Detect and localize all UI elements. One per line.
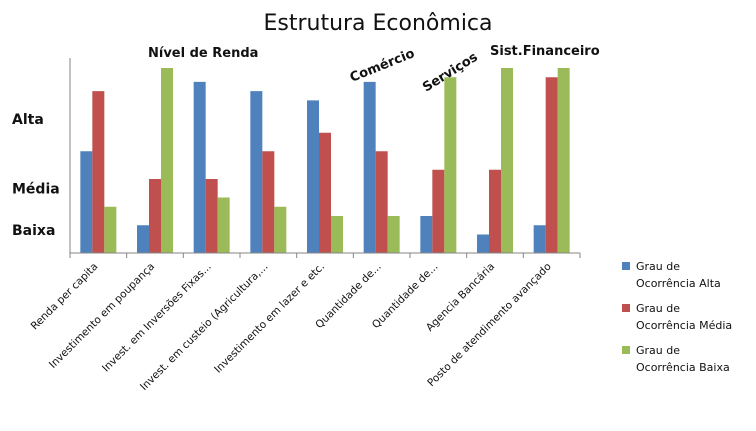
bar-series-3-cat-6 bbox=[387, 216, 400, 253]
bar-series-2-cat-9 bbox=[545, 77, 558, 253]
bar-series-2-cat-1 bbox=[92, 91, 105, 253]
group-label-4: Sist.Financeiro bbox=[490, 44, 600, 59]
legend-swatch-2 bbox=[622, 304, 630, 312]
bar-series-1-cat-4 bbox=[250, 91, 263, 253]
legend-label-2: Grau de Ocorrência Média bbox=[636, 302, 732, 332]
bar-series-1-cat-7 bbox=[420, 216, 433, 253]
bar-series-3-cat-7 bbox=[444, 77, 457, 253]
bar-series-2-cat-3 bbox=[205, 179, 218, 253]
x-tick-label-3: Invest. em Inversões Fixas... bbox=[100, 261, 214, 375]
bar-series-3-cat-2 bbox=[161, 68, 173, 253]
bar-series-3-cat-9 bbox=[557, 68, 570, 253]
bar-series-1-cat-9 bbox=[533, 225, 546, 253]
bar-series-1-cat-3 bbox=[193, 81, 206, 253]
x-tick-label-9: Posto de atendimento avançado bbox=[425, 261, 553, 389]
legend-swatch-3 bbox=[622, 346, 630, 354]
bar-series-1-cat-2 bbox=[137, 225, 149, 253]
y-label-3: Baixa bbox=[12, 223, 55, 239]
legend-swatch-1 bbox=[622, 262, 630, 270]
bar-series-2-cat-6 bbox=[375, 151, 388, 253]
y-category-labels: Alta Média Baixa bbox=[12, 112, 60, 239]
bar-series-2-cat-4 bbox=[262, 151, 275, 253]
bar-series-1-cat-8 bbox=[477, 234, 489, 253]
y-label-2: Média bbox=[12, 181, 60, 197]
legend-label-3: Grau de Ocorrência Baixa bbox=[636, 344, 730, 374]
bar-series-3-cat-8 bbox=[501, 68, 513, 253]
bars bbox=[80, 68, 570, 253]
bar-series-1-cat-6 bbox=[363, 81, 376, 253]
group-label-1: Nível de Renda bbox=[148, 46, 258, 61]
chart-title: Estrutura Econômica bbox=[263, 11, 492, 36]
axes bbox=[69, 58, 581, 258]
legend-label-1: Grau de Ocorrência Alta bbox=[636, 260, 721, 290]
y-label-1: Alta bbox=[12, 112, 44, 128]
legend: Grau de Ocorrência Alta Grau de Ocorrência … bbox=[622, 260, 732, 374]
bar-series-1-cat-5 bbox=[307, 100, 319, 253]
bar-series-2-cat-7 bbox=[432, 169, 445, 253]
group-label-2: Comércio bbox=[348, 46, 417, 86]
bar-series-2-cat-5 bbox=[319, 132, 331, 253]
x-tick-label-4: Invest. em custeio (Agricultura,... bbox=[138, 261, 270, 393]
bar-series-3-cat-5 bbox=[331, 216, 343, 253]
x-tick-label-5: Investimento em lazer e etc. bbox=[212, 261, 327, 376]
bar-series-3-cat-4 bbox=[274, 206, 287, 253]
x-tick-label-2: Investimento em poupança bbox=[47, 261, 157, 371]
bar-series-2-cat-8 bbox=[489, 169, 501, 253]
bar-series-1-cat-1 bbox=[80, 151, 93, 253]
bar-series-2-cat-2 bbox=[149, 179, 161, 253]
bar-series-3-cat-1 bbox=[104, 206, 117, 253]
bar-series-3-cat-3 bbox=[217, 197, 230, 253]
